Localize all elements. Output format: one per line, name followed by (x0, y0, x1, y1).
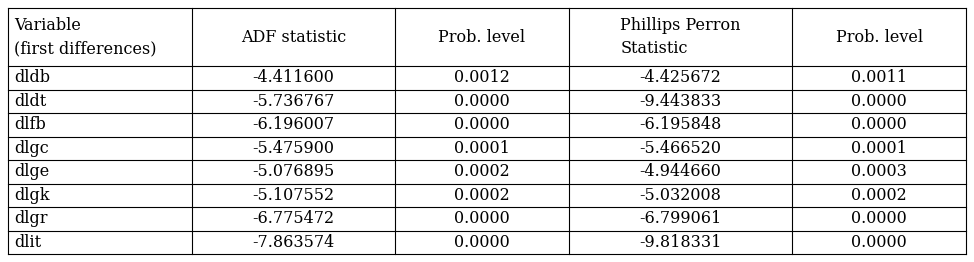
Text: 0.0011: 0.0011 (851, 69, 907, 86)
Text: 0.0000: 0.0000 (851, 234, 907, 251)
Text: 0.0002: 0.0002 (851, 187, 907, 204)
Text: dlge: dlge (14, 163, 50, 180)
Text: 0.0000: 0.0000 (454, 93, 510, 110)
Text: -6.799061: -6.799061 (640, 210, 722, 227)
Text: 0.0000: 0.0000 (851, 210, 907, 227)
Text: 0.0000: 0.0000 (454, 116, 510, 133)
Text: dlit: dlit (14, 234, 41, 251)
Text: -5.475900: -5.475900 (252, 140, 334, 157)
Text: -5.466520: -5.466520 (640, 140, 722, 157)
Text: dlgk: dlgk (14, 187, 50, 204)
Text: -4.944660: -4.944660 (640, 163, 722, 180)
Text: 0.0000: 0.0000 (454, 234, 510, 251)
Text: Prob. level: Prob. level (438, 29, 526, 46)
Text: 0.0000: 0.0000 (851, 116, 907, 133)
Text: -4.411600: -4.411600 (252, 69, 334, 86)
Text: -6.775472: -6.775472 (252, 210, 334, 227)
Text: -9.443833: -9.443833 (640, 93, 722, 110)
Text: Prob. level: Prob. level (836, 29, 922, 46)
Text: dldt: dldt (14, 93, 46, 110)
Text: Variable
(first differences): Variable (first differences) (14, 17, 157, 57)
Text: -4.425672: -4.425672 (640, 69, 722, 86)
Text: 0.0000: 0.0000 (454, 210, 510, 227)
Text: dldb: dldb (14, 69, 50, 86)
Text: -5.736767: -5.736767 (252, 93, 335, 110)
Text: -5.076895: -5.076895 (252, 163, 334, 180)
Text: dlgr: dlgr (14, 210, 48, 227)
Text: -5.107552: -5.107552 (252, 187, 334, 204)
Text: 0.0002: 0.0002 (454, 163, 510, 180)
Text: -7.863574: -7.863574 (252, 234, 334, 251)
Text: dlfb: dlfb (14, 116, 46, 133)
Text: 0.0003: 0.0003 (851, 163, 907, 180)
Text: 0.0000: 0.0000 (851, 93, 907, 110)
Text: 0.0001: 0.0001 (851, 140, 907, 157)
Text: ADF statistic: ADF statistic (241, 29, 346, 46)
Text: 0.0001: 0.0001 (454, 140, 510, 157)
Text: -6.196007: -6.196007 (252, 116, 334, 133)
Text: -9.818331: -9.818331 (639, 234, 722, 251)
Text: dlgc: dlgc (14, 140, 49, 157)
Text: -5.032008: -5.032008 (640, 187, 722, 204)
Text: -6.195848: -6.195848 (640, 116, 722, 133)
Text: 0.0012: 0.0012 (454, 69, 510, 86)
Text: Phillips Perron
Statistic: Phillips Perron Statistic (620, 17, 741, 57)
Text: 0.0002: 0.0002 (454, 187, 510, 204)
